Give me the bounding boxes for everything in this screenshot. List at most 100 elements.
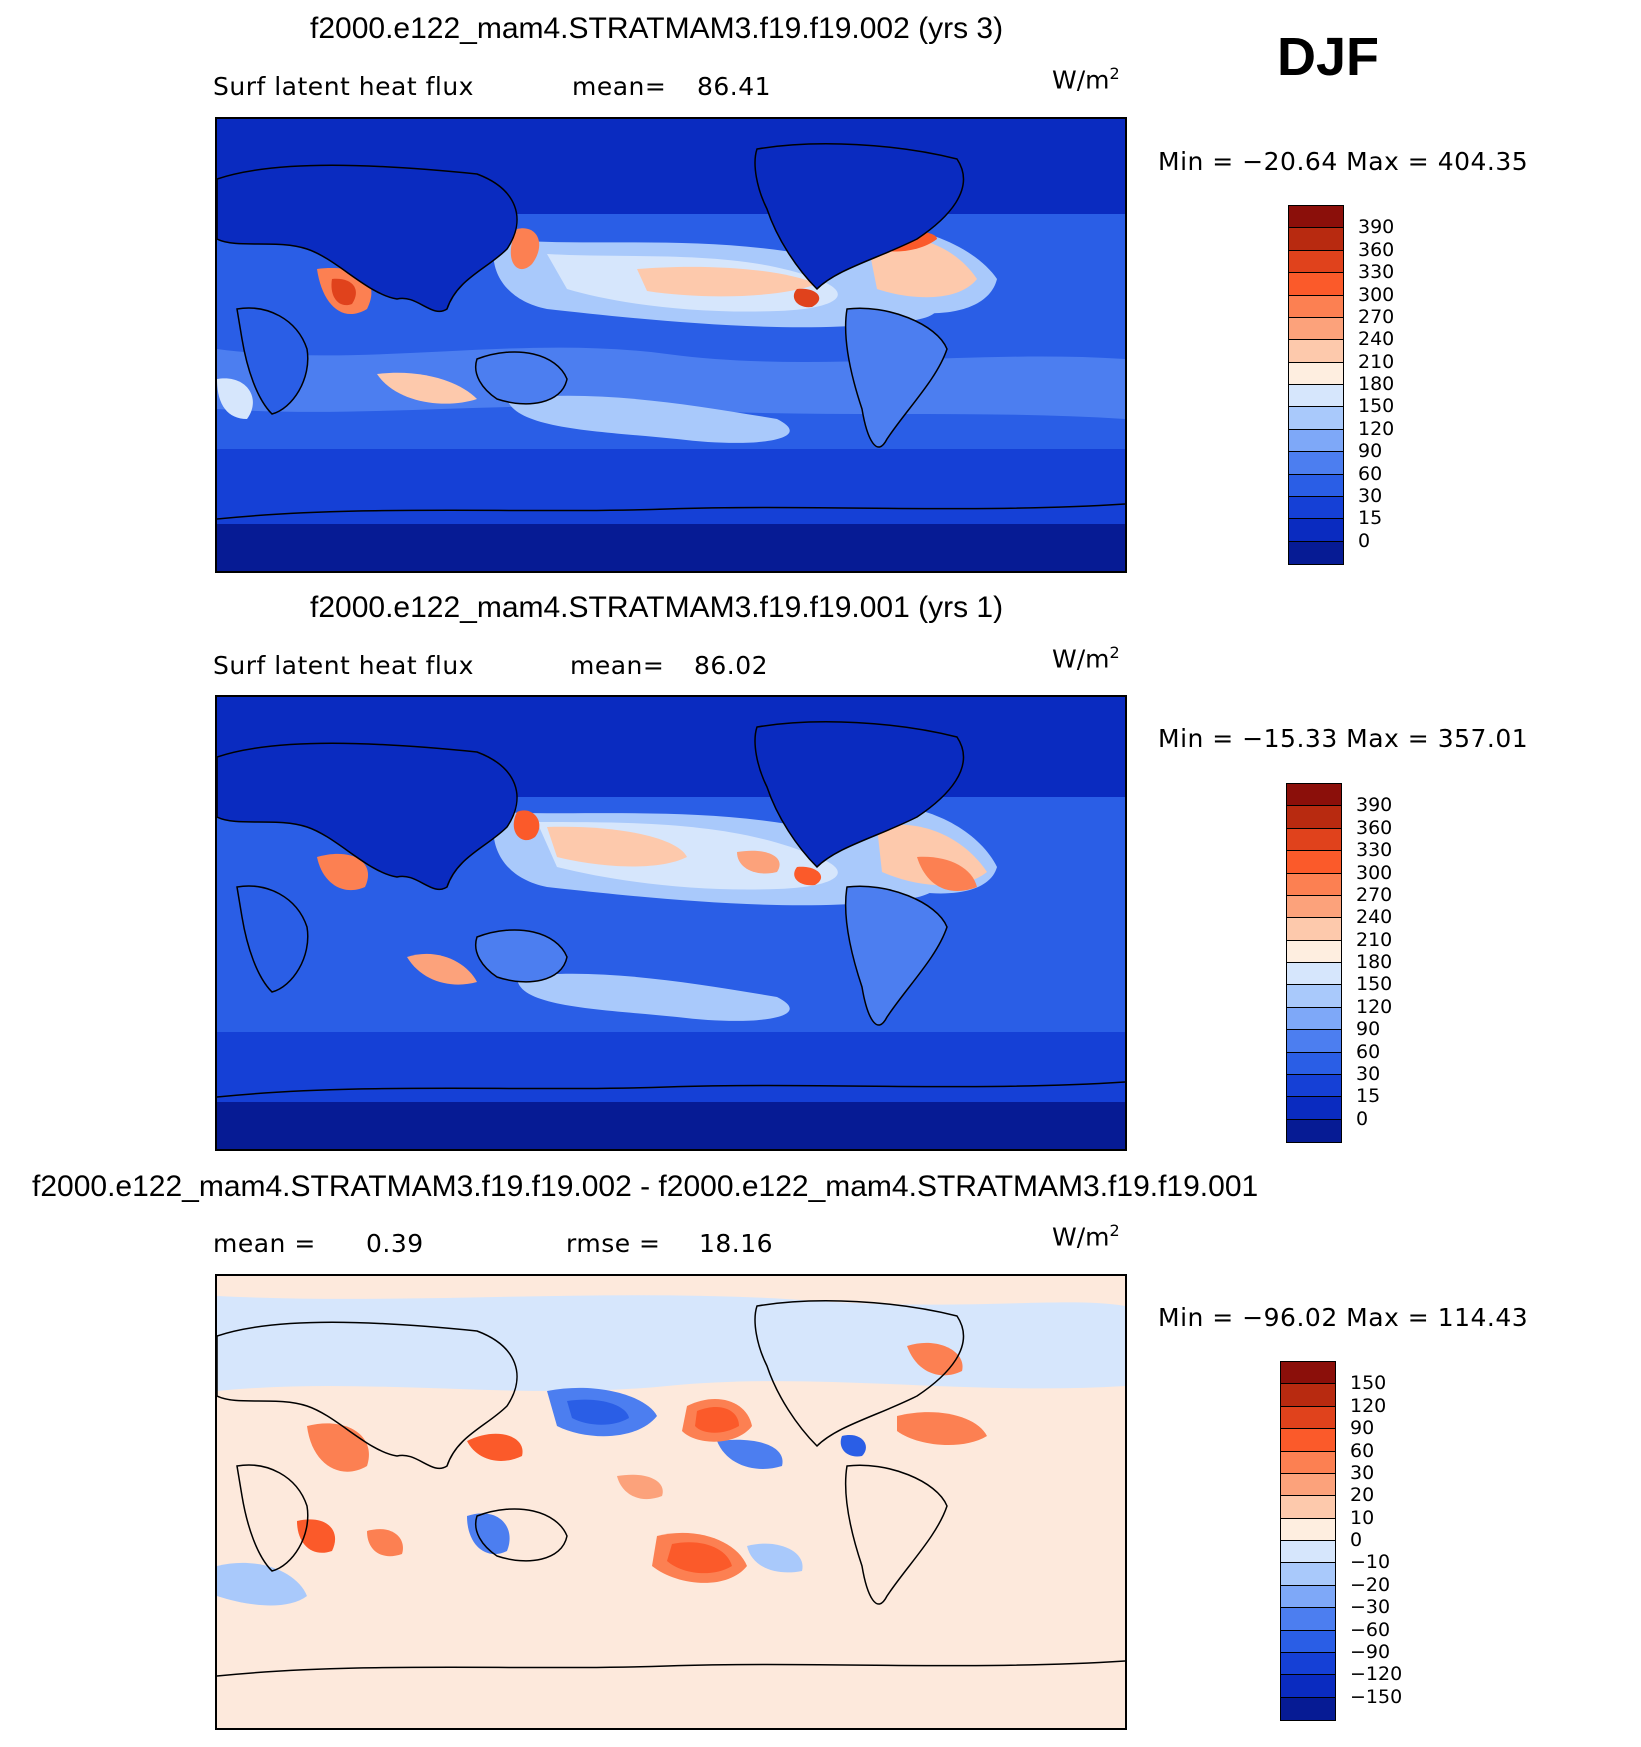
colorbar-segment — [1289, 362, 1343, 385]
colorbar-tick-label: 300 — [1356, 861, 1393, 884]
colorbar-tick-label: −120 — [1350, 1663, 1403, 1686]
colorbar-segment — [1289, 273, 1343, 296]
colorbar-segment — [1289, 317, 1343, 341]
panel-3-minmax: Min = −96.02 Max = 114.43 — [1158, 1303, 1529, 1332]
colorbar-segment — [1281, 1652, 1335, 1676]
colorbar-segment — [1281, 1563, 1335, 1586]
colorbar-tick-label: 210 — [1358, 350, 1395, 373]
panel-1-minmax: Min = −20.64 Max = 404.35 — [1158, 147, 1529, 176]
colorbar-segment — [1289, 474, 1343, 497]
colorbar-segment — [1289, 295, 1343, 318]
panel-1-title: f2000.e122_mam4.STRATMAM3.f19.f19.002 (y… — [310, 12, 1004, 45]
colorbar-segment — [1289, 385, 1343, 408]
panel-2-mean-label: mean= — [570, 651, 665, 680]
colorbar-segment — [1287, 895, 1341, 919]
colorbar-tick-label: −20 — [1350, 1573, 1391, 1596]
colorbar-tick-label: 300 — [1358, 283, 1395, 306]
panel-1-variable-label: Surf latent heat flux — [213, 72, 474, 101]
colorbar-segment — [1287, 1074, 1341, 1098]
colorbar-segment — [1281, 1630, 1335, 1653]
colorbar-segment — [1287, 985, 1341, 1008]
colorbar-segment — [1281, 1608, 1335, 1631]
colorbar-tick-label: 240 — [1356, 906, 1393, 929]
colorbar-tick-label: 120 — [1350, 1394, 1387, 1417]
colorbar-tick-label: 150 — [1350, 1372, 1387, 1395]
colorbar-tick-label: 15 — [1358, 507, 1383, 530]
colorbar-tick-label: 360 — [1358, 238, 1395, 261]
colorbar-segment — [1289, 429, 1343, 453]
colorbar-segment — [1281, 1675, 1335, 1698]
colorbar-tick-label: 180 — [1356, 951, 1393, 973]
colorbar-tick-label: 390 — [1356, 794, 1393, 817]
colorbar-segment — [1289, 206, 1343, 229]
colorbar-segment — [1289, 519, 1343, 542]
panel-2-mean-value: 86.02 — [694, 651, 769, 680]
colorbar-segment — [1287, 918, 1341, 941]
colorbar-tick-label: 360 — [1356, 816, 1393, 839]
colorbar-tick-label: 390 — [1358, 216, 1395, 239]
colorbar-tick-label: 60 — [1356, 1040, 1381, 1063]
colorbar-tick-label: 120 — [1358, 417, 1395, 440]
colorbar-tick-label: 150 — [1356, 973, 1393, 996]
colorbar-tick-label: 15 — [1356, 1085, 1381, 1108]
panel-1-colorbar — [1288, 205, 1344, 565]
panel-2-title: f2000.e122_mam4.STRATMAM3.f19.f19.001 (y… — [310, 591, 1004, 624]
panel-2-minmax: Min = −15.33 Max = 357.01 — [1158, 724, 1529, 753]
colorbar-tick-label: 20 — [1350, 1484, 1375, 1507]
colorbar-tick-label: 30 — [1358, 484, 1383, 507]
colorbar-tick-label: −90 — [1350, 1640, 1391, 1663]
colorbar-tick-label: 90 — [1350, 1417, 1375, 1440]
colorbar-segment — [1287, 1052, 1341, 1075]
panel-3-title: f2000.e122_mam4.STRATMAM3.f19.f19.002 - … — [32, 1170, 1259, 1203]
colorbar-segment — [1287, 806, 1341, 829]
colorbar-segment — [1289, 541, 1343, 564]
panel-2-units: W/m2 — [1052, 643, 1120, 674]
colorbar-tick-label: 0 — [1350, 1529, 1363, 1551]
colorbar-tick-label: 60 — [1350, 1439, 1375, 1462]
colorbar-segment — [1287, 784, 1341, 807]
panel-1-mean-value: 86.41 — [697, 72, 772, 101]
colorbar-segment — [1289, 228, 1343, 251]
panel-3-rmse-label: rmse = — [566, 1229, 661, 1258]
colorbar-segment — [1287, 1119, 1341, 1142]
colorbar-segment — [1281, 1384, 1335, 1407]
colorbar-tick-label: 120 — [1356, 995, 1393, 1018]
panel-1-map — [215, 117, 1127, 573]
colorbar-segment — [1281, 1518, 1335, 1541]
colorbar-segment — [1281, 1585, 1335, 1609]
colorbar-segment — [1281, 1362, 1335, 1385]
colorbar-segment — [1289, 407, 1343, 430]
colorbar-segment — [1287, 1030, 1341, 1053]
colorbar-segment — [1287, 851, 1341, 874]
colorbar-segment — [1281, 1496, 1335, 1519]
panel-1-mean-label: mean= — [572, 72, 667, 101]
colorbar-segment — [1287, 940, 1341, 963]
colorbar-tick-label: 330 — [1356, 839, 1393, 862]
colorbar-segment — [1281, 1473, 1335, 1497]
colorbar-tick-label: −60 — [1350, 1618, 1391, 1641]
colorbar-tick-label: −150 — [1350, 1685, 1403, 1708]
colorbar-tick-label: 180 — [1358, 373, 1395, 395]
panel-3-mean-value: 0.39 — [366, 1229, 424, 1258]
panel-3-colorbar — [1280, 1361, 1336, 1721]
colorbar-segment — [1281, 1541, 1335, 1564]
colorbar-tick-label: 30 — [1350, 1461, 1375, 1484]
colorbar-tick-label: 330 — [1358, 261, 1395, 284]
colorbar-tick-label: −10 — [1350, 1551, 1391, 1574]
colorbar-tick-label: 10 — [1350, 1506, 1375, 1529]
colorbar-segment — [1281, 1697, 1335, 1720]
panel-3-mean-label: mean = — [213, 1229, 316, 1258]
colorbar-tick-label: 60 — [1358, 462, 1383, 485]
season-label: DJF — [1277, 27, 1380, 87]
colorbar-segment — [1289, 496, 1343, 520]
panel-1-units: W/m2 — [1052, 64, 1120, 95]
colorbar-tick-label: 270 — [1358, 305, 1395, 328]
panel-3-units: W/m2 — [1052, 1221, 1120, 1252]
panel-2-colorbar — [1286, 783, 1342, 1143]
colorbar-segment — [1287, 1007, 1341, 1031]
colorbar-tick-label: 30 — [1356, 1062, 1381, 1085]
colorbar-segment — [1287, 963, 1341, 986]
colorbar-segment — [1289, 340, 1343, 363]
panel-2-variable-label: Surf latent heat flux — [213, 651, 474, 680]
panel-3-rmse-value: 18.16 — [699, 1229, 774, 1258]
